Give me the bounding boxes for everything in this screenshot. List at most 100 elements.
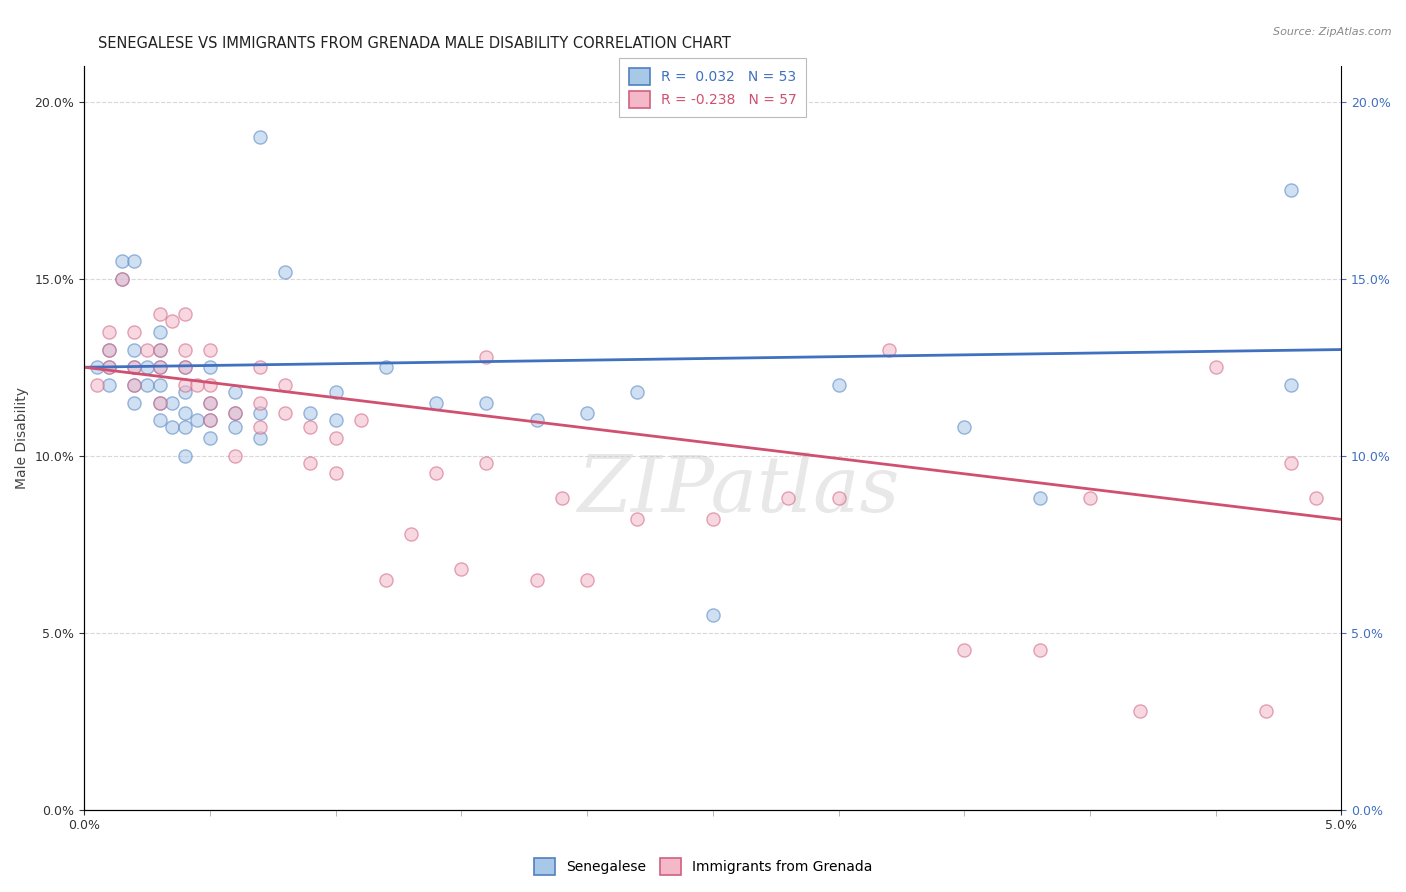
Point bbox=[1279, 378, 1302, 392]
Point bbox=[953, 420, 976, 434]
Point bbox=[111, 272, 134, 286]
Point bbox=[224, 420, 246, 434]
Point bbox=[1279, 183, 1302, 197]
Point bbox=[274, 265, 297, 279]
Point bbox=[198, 413, 221, 427]
Point bbox=[98, 343, 121, 357]
Point bbox=[1279, 456, 1302, 470]
Point bbox=[350, 413, 373, 427]
Point bbox=[249, 420, 271, 434]
Point bbox=[173, 307, 195, 321]
Y-axis label: Male Disability: Male Disability bbox=[15, 387, 30, 489]
Point bbox=[149, 325, 172, 339]
Point bbox=[475, 350, 498, 364]
Point bbox=[576, 406, 599, 420]
Point bbox=[149, 413, 172, 427]
Point bbox=[1254, 704, 1277, 718]
Point bbox=[576, 573, 599, 587]
Point bbox=[173, 343, 195, 357]
Point bbox=[1028, 643, 1050, 657]
Point bbox=[173, 384, 195, 399]
Point bbox=[98, 360, 121, 375]
Point bbox=[299, 420, 322, 434]
Point bbox=[374, 573, 396, 587]
Point bbox=[173, 449, 195, 463]
Point bbox=[198, 343, 221, 357]
Point bbox=[877, 343, 900, 357]
Point bbox=[702, 607, 724, 622]
Point bbox=[325, 431, 347, 445]
Point bbox=[124, 395, 146, 409]
Point bbox=[198, 395, 221, 409]
Legend: Senegalese, Immigrants from Grenada: Senegalese, Immigrants from Grenada bbox=[529, 853, 877, 880]
Point bbox=[702, 512, 724, 526]
Point bbox=[98, 325, 121, 339]
Point bbox=[778, 491, 800, 506]
Point bbox=[450, 562, 472, 576]
Point bbox=[827, 378, 849, 392]
Point bbox=[136, 360, 159, 375]
Point bbox=[149, 378, 172, 392]
Point bbox=[124, 325, 146, 339]
Point bbox=[149, 343, 172, 357]
Point bbox=[299, 456, 322, 470]
Point bbox=[111, 254, 134, 268]
Point bbox=[374, 360, 396, 375]
Point bbox=[526, 413, 548, 427]
Point bbox=[224, 406, 246, 420]
Point bbox=[224, 449, 246, 463]
Point bbox=[136, 378, 159, 392]
Point bbox=[626, 384, 648, 399]
Point bbox=[124, 254, 146, 268]
Point bbox=[1305, 491, 1327, 506]
Point bbox=[425, 395, 447, 409]
Point bbox=[186, 413, 208, 427]
Point bbox=[249, 130, 271, 145]
Point bbox=[325, 384, 347, 399]
Point bbox=[173, 360, 195, 375]
Point bbox=[475, 395, 498, 409]
Point bbox=[149, 343, 172, 357]
Point bbox=[149, 395, 172, 409]
Point bbox=[526, 573, 548, 587]
Point bbox=[198, 431, 221, 445]
Point bbox=[325, 467, 347, 481]
Point bbox=[325, 413, 347, 427]
Point bbox=[149, 360, 172, 375]
Point bbox=[124, 360, 146, 375]
Point bbox=[198, 395, 221, 409]
Point bbox=[160, 420, 183, 434]
Point bbox=[299, 406, 322, 420]
Point bbox=[160, 395, 183, 409]
Point bbox=[124, 378, 146, 392]
Point bbox=[827, 491, 849, 506]
Point bbox=[198, 413, 221, 427]
Point bbox=[1205, 360, 1227, 375]
Point bbox=[551, 491, 574, 506]
Point bbox=[425, 467, 447, 481]
Point bbox=[475, 456, 498, 470]
Point bbox=[198, 360, 221, 375]
Point bbox=[124, 360, 146, 375]
Point bbox=[98, 343, 121, 357]
Point bbox=[224, 384, 246, 399]
Point bbox=[173, 378, 195, 392]
Point bbox=[626, 512, 648, 526]
Point bbox=[1028, 491, 1050, 506]
Point bbox=[249, 395, 271, 409]
Point bbox=[160, 314, 183, 328]
Point bbox=[173, 360, 195, 375]
Point bbox=[98, 360, 121, 375]
Point bbox=[249, 406, 271, 420]
Point bbox=[111, 272, 134, 286]
Point bbox=[224, 406, 246, 420]
Point bbox=[274, 406, 297, 420]
Point bbox=[399, 526, 422, 541]
Legend: R =  0.032   N = 53, R = -0.238   N = 57: R = 0.032 N = 53, R = -0.238 N = 57 bbox=[619, 59, 807, 118]
Point bbox=[953, 643, 976, 657]
Point bbox=[149, 307, 172, 321]
Point bbox=[1129, 704, 1152, 718]
Point bbox=[249, 360, 271, 375]
Point bbox=[173, 420, 195, 434]
Point bbox=[124, 378, 146, 392]
